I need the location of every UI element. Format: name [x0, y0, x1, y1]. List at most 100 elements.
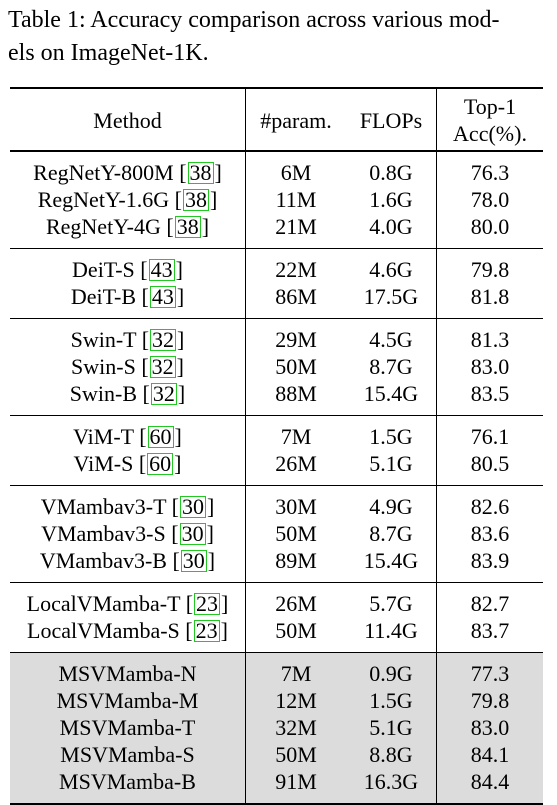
method-name: VMambav3-S: [41, 521, 166, 546]
column-divider: [245, 89, 246, 152]
method-name: MSVMamba-T: [59, 715, 196, 740]
cell-flops: 5.1G: [369, 715, 413, 740]
cell-params: 32M: [275, 715, 317, 740]
cell-acc: 77.3: [470, 661, 510, 686]
cell-method: DeiT-S [43]: [72, 257, 183, 282]
cell-flops: 4.9G: [369, 494, 413, 519]
cell-params: 88M: [275, 381, 317, 406]
method-name: VMambav3-T: [40, 494, 167, 519]
cell-method: LocalVMamba-T [23]: [26, 591, 229, 616]
group-rule: [10, 415, 543, 416]
cell-acc: 83.0: [470, 715, 510, 740]
cell-acc: 82.7: [470, 591, 510, 616]
cell-method: Swin-B [32]: [69, 381, 186, 406]
header-top1-line1: Top-1: [463, 94, 517, 119]
cell-acc: 80.0: [470, 214, 510, 239]
cell-params: 50M: [275, 742, 317, 767]
cell-method: RegNetY-1.6G [38]: [37, 187, 218, 212]
cell-acc: 83.9: [470, 548, 510, 573]
cell-method: VMambav3-S [30]: [41, 521, 214, 546]
citation-link[interactable]: 30: [179, 521, 206, 546]
cell-flops: 1.5G: [369, 424, 413, 449]
cell-method: RegNetY-800M [38]: [33, 160, 222, 185]
method-name: RegNetY-800M: [33, 160, 174, 185]
citation-link[interactable]: 32: [150, 381, 177, 406]
cell-acc: 81.8: [470, 284, 510, 309]
cell-method: VMambav3-T [30]: [40, 494, 215, 519]
cell-params: 50M: [275, 521, 317, 546]
cell-acc: 82.6: [470, 494, 510, 519]
cell-acc: 84.1: [470, 742, 510, 767]
cell-flops: 4.5G: [369, 327, 413, 352]
method-name: MSVMamba-S: [60, 742, 195, 767]
cell-params: 30M: [275, 494, 317, 519]
cell-method: ViM-S [60]: [73, 451, 182, 476]
column-divider: [245, 486, 246, 582]
cell-flops: 1.5G: [369, 688, 413, 713]
citation-link[interactable]: 32: [150, 327, 177, 352]
cell-params: 50M: [275, 354, 317, 379]
citation-link[interactable]: 38: [182, 187, 209, 212]
cell-flops: 8.7G: [369, 354, 413, 379]
cell-flops: 0.9G: [369, 661, 413, 686]
cell-method: VMambav3-B [30]: [39, 548, 216, 573]
citation-link[interactable]: 38: [187, 160, 214, 185]
cell-params: 26M: [275, 591, 317, 616]
citation-link[interactable]: 23: [193, 618, 220, 643]
column-divider: [436, 152, 437, 248]
cell-flops: 4.6G: [369, 257, 413, 282]
citation-link[interactable]: 60: [147, 451, 174, 476]
cell-acc: 78.0: [470, 187, 510, 212]
citation-link[interactable]: 32: [149, 354, 176, 379]
cell-params: 22M: [275, 257, 317, 282]
cell-acc: 76.1: [470, 424, 510, 449]
citation-link[interactable]: 23: [194, 591, 221, 616]
method-name: LocalVMamba-T: [26, 591, 181, 616]
cell-params: 12M: [275, 688, 317, 713]
header-params: #param.: [260, 108, 332, 133]
header-rule: [10, 150, 543, 152]
citation-link[interactable]: 43: [148, 257, 175, 282]
citation-link[interactable]: 30: [179, 494, 206, 519]
column-divider: [436, 653, 437, 803]
cell-flops: 8.8G: [369, 742, 413, 767]
cell-flops: 15.4G: [363, 548, 419, 573]
citation-link[interactable]: 38: [174, 214, 201, 239]
cell-method: DeiT-B [43]: [70, 284, 185, 309]
cell-params: 29M: [275, 327, 317, 352]
cell-acc: 81.3: [470, 327, 510, 352]
cell-params: 21M: [275, 214, 317, 239]
column-divider: [436, 416, 437, 485]
column-divider: [436, 486, 437, 582]
cell-flops: 5.7G: [369, 591, 413, 616]
cell-method: LocalVMamba-S [23]: [27, 618, 228, 643]
cell-flops: 8.7G: [369, 521, 413, 546]
cell-method: MSVMamba-T: [10, 714, 245, 741]
group-rule: [10, 248, 543, 249]
header-flops: FLOPs: [359, 108, 423, 133]
cell-method: Swin-T [32]: [70, 327, 185, 352]
caption-line-1: Table 1: Accuracy comparison across vari…: [8, 7, 500, 33]
citation-link[interactable]: 30: [180, 548, 207, 573]
citation-link[interactable]: 60: [147, 424, 174, 449]
caption-line-2: els on ImageNet-1K.: [8, 40, 209, 66]
cell-acc: 83.0: [470, 354, 510, 379]
method-name: DeiT-S: [72, 257, 135, 282]
cell-flops: 5.1G: [369, 451, 413, 476]
column-divider: [245, 249, 246, 318]
group-rule: [10, 582, 543, 583]
cell-method: Swin-S [32]: [71, 354, 184, 379]
method-name: RegNetY-4G: [45, 214, 161, 239]
cell-flops: 15.4G: [363, 381, 419, 406]
group-rule: [10, 652, 543, 653]
column-divider: [436, 89, 437, 152]
cell-acc: 84.4: [470, 769, 510, 794]
method-name: Swin-T: [70, 327, 137, 352]
method-name: ViM-S: [73, 451, 134, 476]
cell-params: 7M: [280, 661, 312, 686]
cell-flops: 17.5G: [363, 284, 419, 309]
cell-params: 6M: [280, 160, 312, 185]
citation-link[interactable]: 43: [149, 284, 176, 309]
column-divider: [436, 319, 437, 415]
cell-params: 11M: [275, 187, 317, 212]
